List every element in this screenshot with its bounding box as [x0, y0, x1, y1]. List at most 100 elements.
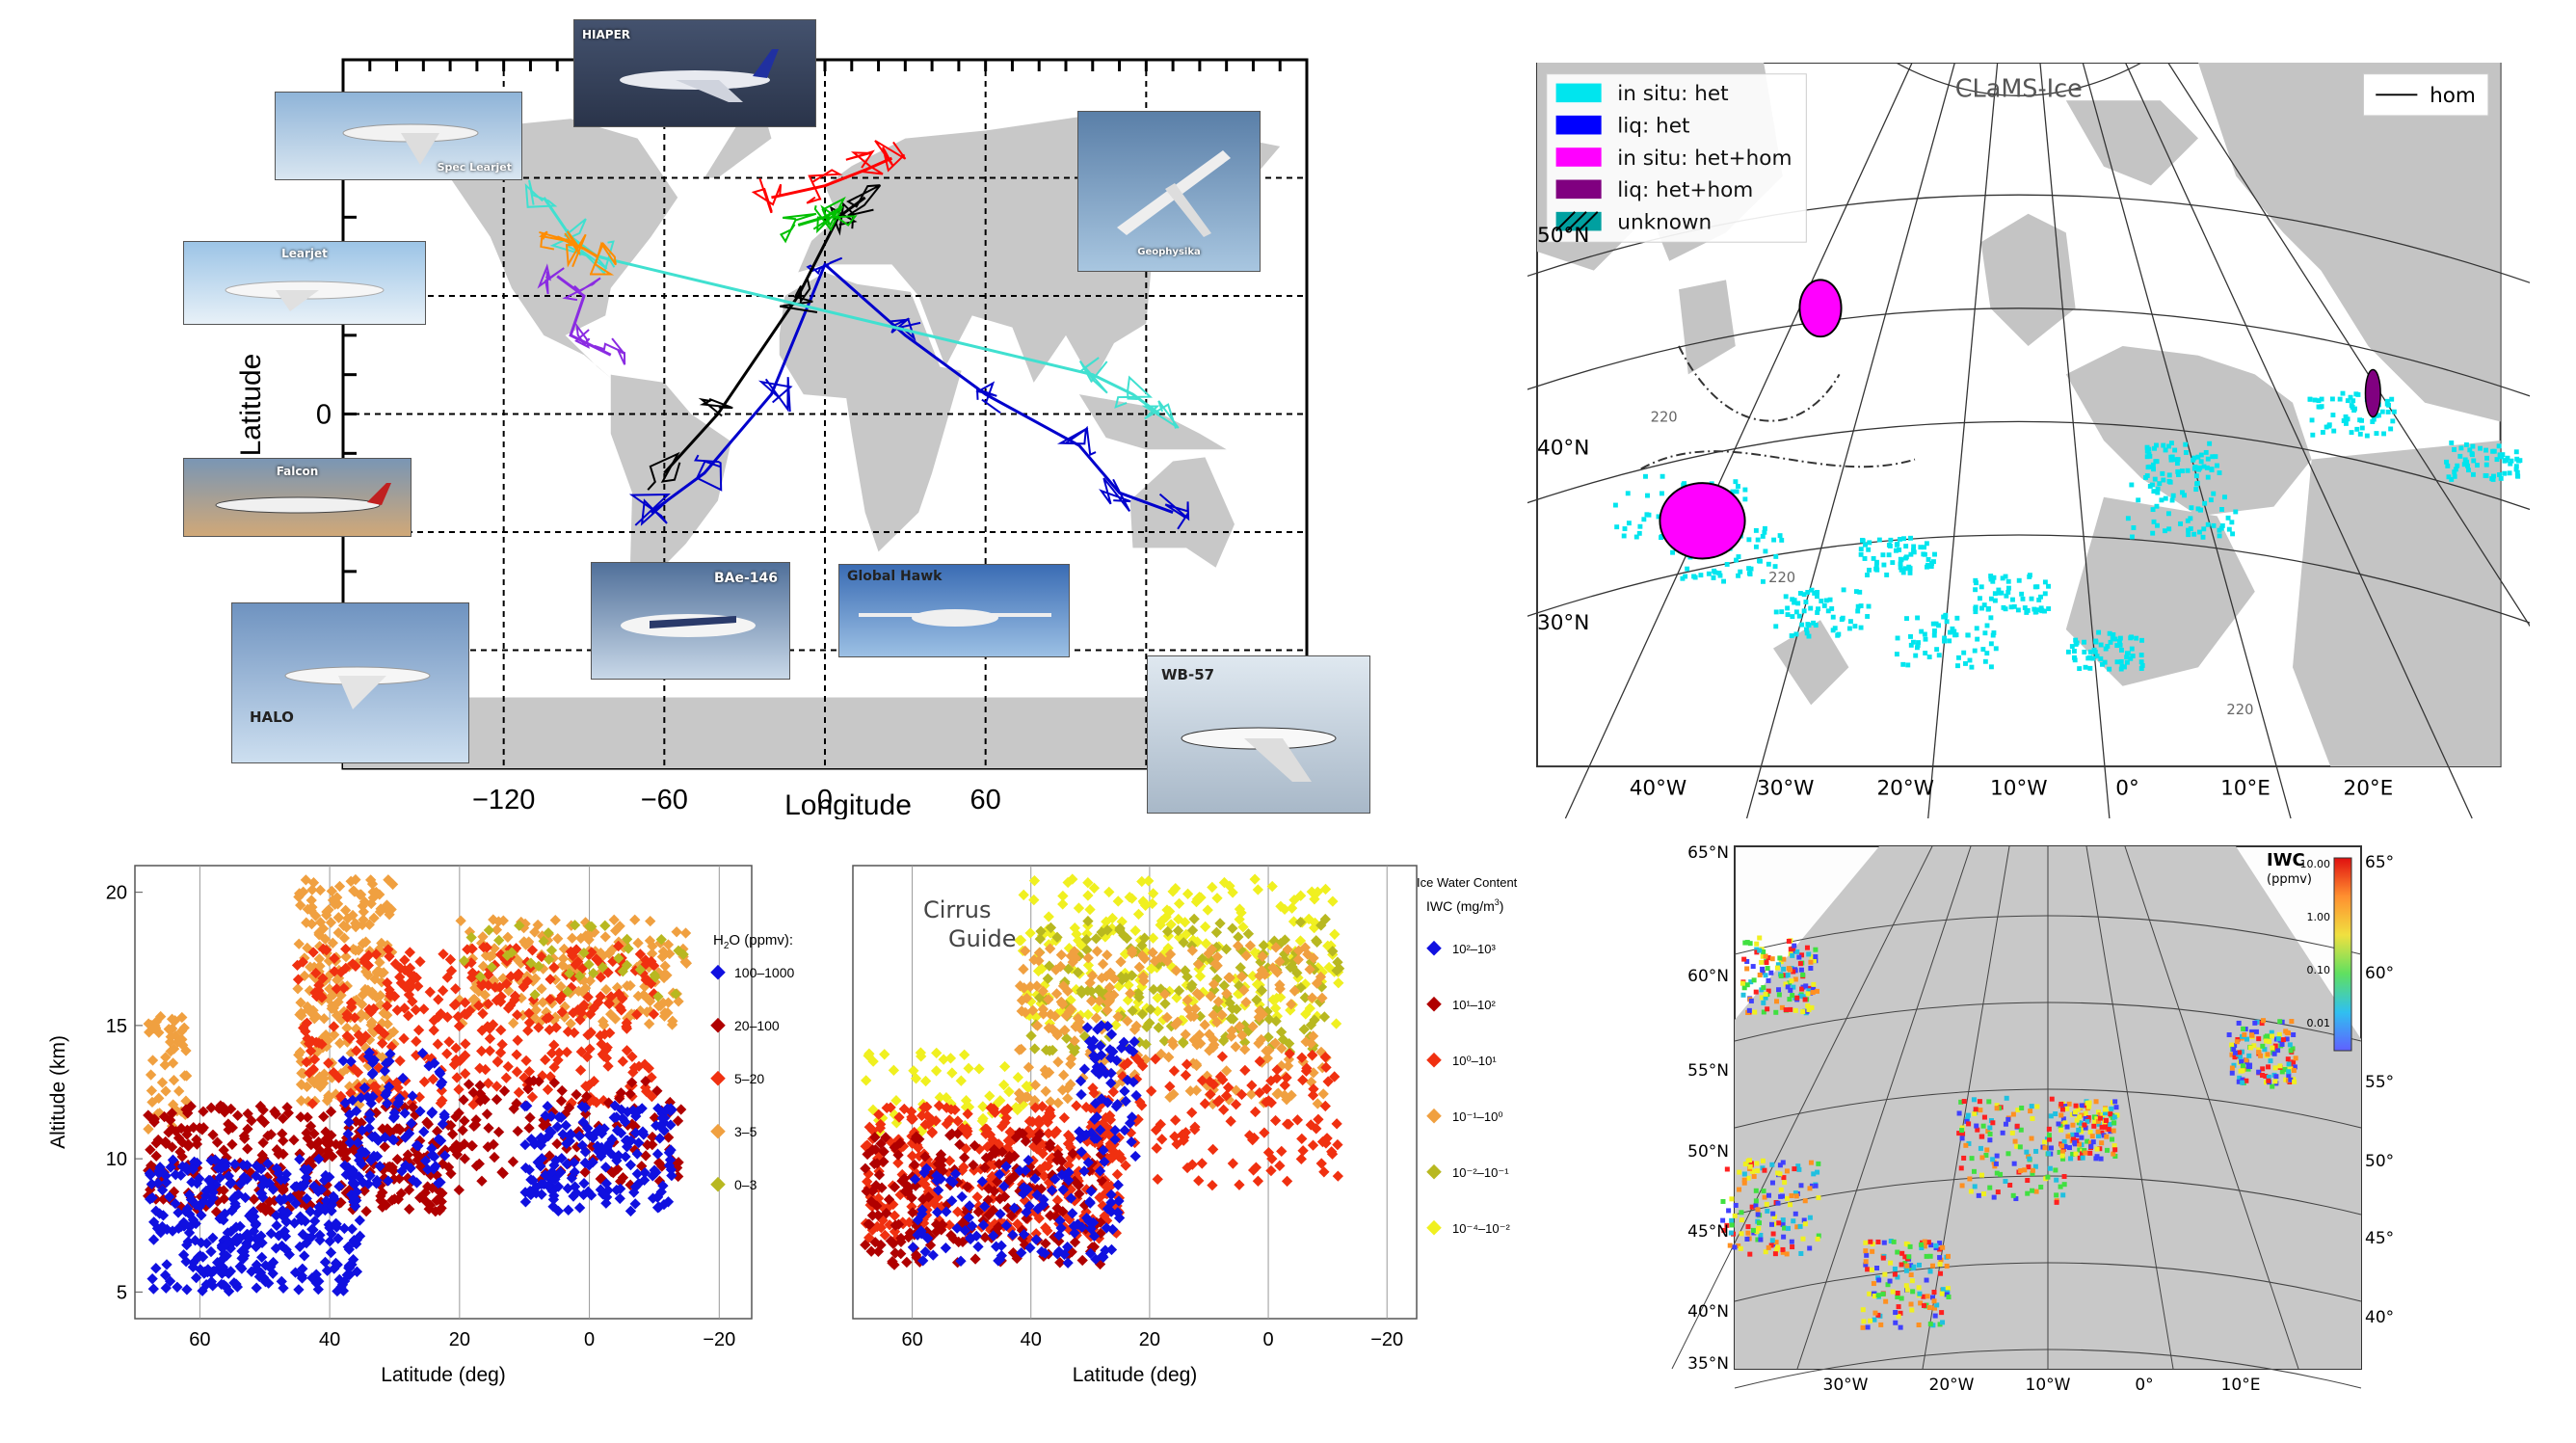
ice-cell-insitu-het [2471, 458, 2477, 464]
iwc-cell [1916, 1285, 1922, 1291]
iwc-cell [1867, 1291, 1872, 1296]
ice-cell-insitu-het [1932, 551, 1937, 557]
iwc-cell [1745, 1230, 1751, 1236]
ice-cell-insitu-het [2186, 532, 2191, 538]
ice-cell-insitu-het [2483, 447, 2489, 453]
data-point [1319, 883, 1332, 895]
data-point [299, 1177, 311, 1189]
ice-cell-insitu-het [1738, 569, 1743, 575]
clams-axis-labels: 50°N40°N30°N40°W 30°W 20°W 10°W 0° 10°E 20°E22… [1537, 224, 2393, 800]
ice-cell-insitu-het [1933, 621, 1939, 627]
legend-entry: 20–100 [734, 1018, 780, 1033]
aircraft-label-wb57: WB-57 [1161, 666, 1215, 683]
data-point [940, 1243, 952, 1254]
ice-cell-insitu-het [1656, 514, 1661, 520]
ice-cell-insitu-het [1742, 496, 1748, 502]
data-point [865, 1195, 877, 1208]
ice-cell-insitu-het [1911, 548, 1916, 553]
iwc-cell [1781, 966, 1787, 972]
iwc-cell [1769, 956, 1775, 962]
ice-cell-insitu-het [2381, 431, 2387, 437]
data-point [174, 1146, 186, 1158]
data-point [1282, 1060, 1294, 1072]
data-point [624, 1088, 636, 1100]
ice-cell-insitu-het [2019, 591, 2025, 597]
aircraft-photo-falcon: Falcon [183, 458, 412, 537]
ice-cell-insitu-het [2390, 418, 2396, 424]
iwc-cell [1750, 1227, 1756, 1233]
ice-cell-insitu-het [1925, 556, 1931, 562]
iwc-cell [1776, 987, 1782, 993]
data-point [658, 1198, 670, 1211]
iwc-cell [1760, 953, 1766, 959]
iwc-cell [1896, 1314, 1901, 1320]
ice-cell-insitu-het [1975, 636, 1980, 642]
data-point [1082, 959, 1095, 972]
ice-cell-insitu-het [2491, 448, 2497, 454]
data-point [1127, 1004, 1138, 1017]
legend-swatch [1555, 83, 1602, 103]
ice-cell-insitu-het [1984, 651, 1990, 656]
ice-cell-insitu-het [1956, 655, 1961, 660]
data-point [1156, 1134, 1168, 1145]
ice-cell-insitu-het [2161, 477, 2166, 483]
data-point [540, 1109, 551, 1122]
ice-cell-insitu-het [2499, 454, 2505, 460]
iwc-cell [1808, 1160, 1814, 1165]
data-point [295, 1111, 306, 1123]
data-point [1281, 1072, 1292, 1083]
ice-patch-liq-het-hom [2364, 368, 2381, 418]
data-point [369, 974, 381, 985]
flight-loop-3-4 [1114, 375, 1154, 409]
data-point [617, 1172, 629, 1184]
data-point [931, 1206, 943, 1218]
data-point [250, 1241, 262, 1253]
iwc-cell [1776, 992, 1782, 998]
ice-cell-insitu-het [1981, 602, 1987, 608]
iwc-cell [1755, 1237, 1761, 1243]
data-point [656, 1161, 668, 1172]
ice-cell-insitu-het [2111, 632, 2116, 637]
legend-entry: 10⁻⁴–10⁻² [1452, 1221, 1510, 1236]
data-point [320, 1136, 332, 1149]
ice-cell-insitu-het [2087, 649, 2093, 655]
meridian-4 [2082, 63, 2292, 819]
x-tick-label: 0 [817, 785, 833, 815]
data-point [508, 1017, 519, 1029]
ice-cell-insitu-het [2465, 468, 2471, 473]
data-point [1028, 875, 1041, 887]
ice-cell-insitu-het [1795, 601, 1801, 606]
ice-cell-insitu-het [1857, 589, 1863, 595]
data-point [150, 1205, 162, 1216]
data-point [1029, 1043, 1041, 1055]
ice-cell-insitu-het [2465, 463, 2470, 468]
data-point [484, 1045, 495, 1056]
data-point [291, 1181, 303, 1192]
ice-cell-insitu-het [1862, 556, 1868, 561]
ice-cell-insitu-het [2359, 417, 2365, 423]
iwc-cell [1895, 1274, 1900, 1280]
data-point [1051, 1029, 1063, 1041]
hom-contour [1640, 450, 1916, 470]
data-point [1095, 1040, 1106, 1052]
ice-cell-insitu-het [1902, 566, 1908, 572]
iwc-cell [1757, 972, 1763, 977]
ice-cell-insitu-het [2102, 659, 2108, 665]
ice-cell-insitu-het [2452, 469, 2457, 475]
data-point [246, 1266, 257, 1277]
ice-cell-insitu-het [1779, 537, 1785, 543]
ice-cell-insitu-het [1771, 537, 1777, 543]
iwc-cell [1807, 1186, 1813, 1191]
data-point [301, 1056, 312, 1068]
data-point [370, 1178, 383, 1189]
data-point [1129, 1150, 1141, 1162]
ice-cell-insitu-het [1973, 609, 1978, 615]
ice-cell-insitu-het [2069, 644, 2075, 650]
flight-loop-1-0 [647, 451, 681, 491]
data-point [1082, 890, 1094, 901]
ice-cell-insitu-het [1914, 645, 1920, 651]
ice-cell-insitu-het [2100, 661, 2105, 667]
clams-land-8 [1773, 620, 1849, 706]
data-point [1045, 922, 1057, 934]
ice-cell-insitu-het [2444, 459, 2449, 465]
